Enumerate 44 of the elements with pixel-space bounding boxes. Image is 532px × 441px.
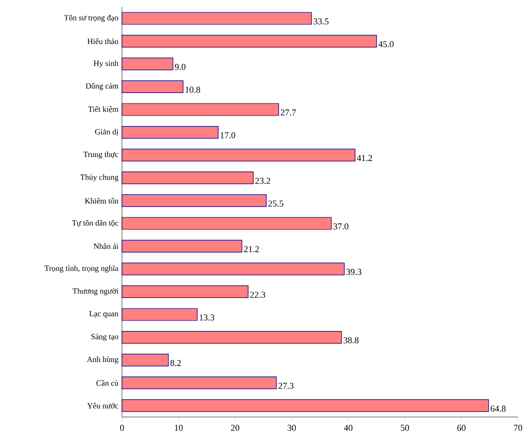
x-tick-label: 30	[288, 424, 296, 431]
bar	[122, 399, 489, 412]
bar	[122, 308, 198, 321]
x-tick-label: 20	[231, 424, 240, 431]
bar	[122, 285, 248, 298]
bar	[122, 262, 345, 276]
data-label: 45.0	[378, 41, 394, 48]
x-tick-label: 40	[344, 424, 352, 431]
x-tick-label: 10	[174, 424, 183, 431]
data-label: 8.2	[170, 360, 181, 366]
bar	[122, 58, 174, 70]
bar	[122, 376, 277, 390]
data-label: 25.5	[268, 200, 284, 207]
data-label: 33.5	[314, 18, 329, 24]
bar	[122, 354, 169, 366]
bar	[122, 103, 280, 116]
bar	[122, 12, 312, 25]
bar	[122, 148, 356, 162]
data-label: 38.8	[344, 337, 359, 344]
bar	[122, 34, 377, 48]
data-label: 21.2	[244, 246, 259, 252]
data-label: 39.3	[346, 268, 362, 275]
x-tick-label: 50	[400, 424, 409, 431]
bar	[122, 217, 332, 230]
bar	[122, 330, 342, 344]
data-label: 41.2	[356, 155, 372, 162]
data-label: 9.0	[174, 64, 186, 70]
bar	[122, 240, 242, 252]
bar	[122, 126, 218, 139]
x-tick-label: 60	[457, 424, 466, 431]
data-label: 64.8	[490, 406, 506, 412]
data-label: 13.3	[200, 314, 214, 321]
data-label: 22.3	[250, 292, 266, 298]
x-tick-label: 0	[120, 424, 124, 431]
x-tick-label: 70	[514, 424, 522, 431]
data-label: 27.3	[278, 382, 294, 389]
data-label: 27.7	[280, 109, 296, 116]
bar	[122, 172, 254, 184]
bar	[122, 194, 267, 207]
data-label: 23.2	[255, 178, 270, 184]
data-label: 17.0	[220, 132, 236, 138]
bar	[122, 80, 184, 94]
data-label: 37.0	[333, 223, 348, 230]
data-label: 10.8	[186, 86, 200, 93]
